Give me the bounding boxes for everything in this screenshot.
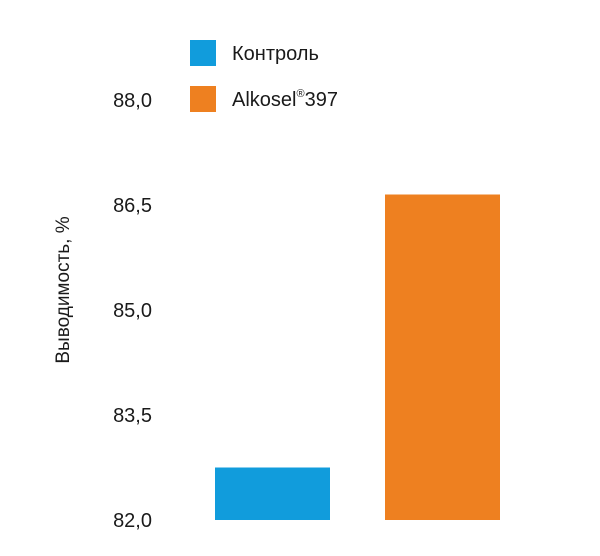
y-axis-label: Выводимость, %: [53, 216, 74, 363]
y-tick-label: 83,5: [113, 405, 152, 427]
legend: Контроль Alkosel®397: [190, 40, 338, 112]
y-tick-label: 88,0: [113, 90, 152, 112]
bar-control: [215, 467, 330, 520]
legend-swatch: [190, 86, 216, 112]
y-axis-ticks: 82,0 83,5 85,0 86,5 88,0: [113, 90, 152, 532]
bars: [215, 194, 500, 520]
y-tick-label: 85,0: [113, 300, 152, 322]
legend-label: Alkosel®397: [232, 88, 338, 111]
y-tick-label: 82,0: [113, 510, 152, 532]
legend-swatch: [190, 40, 216, 66]
y-tick-label: 86,5: [113, 195, 152, 217]
bar-alkosel: [385, 194, 500, 520]
legend-label: Контроль: [232, 43, 319, 65]
